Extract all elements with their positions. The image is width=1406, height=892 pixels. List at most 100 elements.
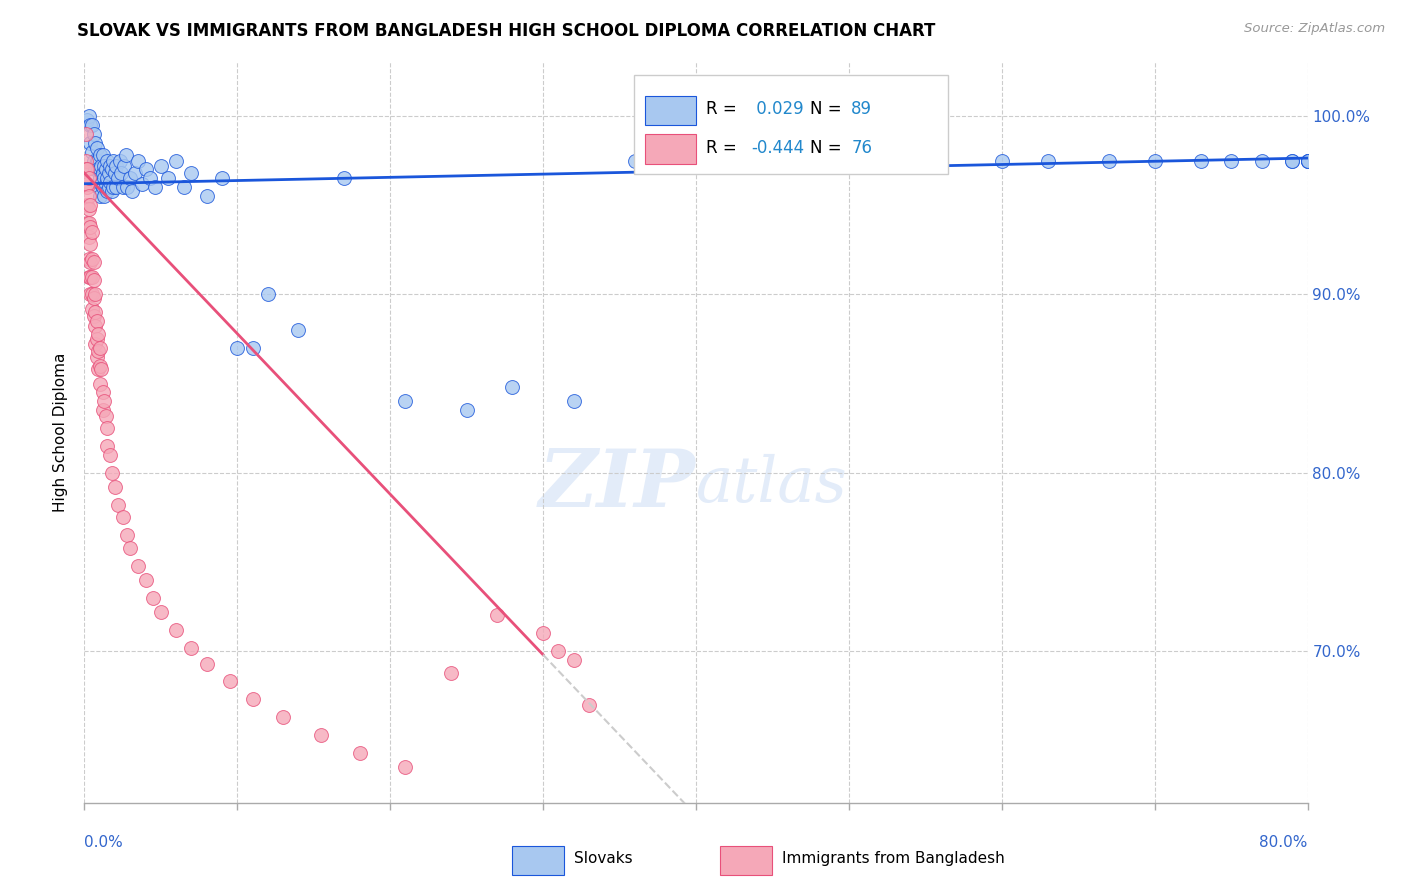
Point [87, 326, 110, 341]
Text: 0.0%: 0.0% [84, 835, 124, 850]
Point [90, 159, 112, 173]
Point [79, 118, 101, 132]
Point [77, 202, 100, 216]
Text: N =: N = [810, 138, 841, 157]
Point [79, 136, 101, 150]
Point [91, 180, 114, 194]
Point [89, 359, 111, 373]
Point [83, 273, 105, 287]
Point [135, 573, 157, 587]
Point [84, 287, 107, 301]
Point [257, 287, 280, 301]
Point [114, 148, 136, 162]
Point [1296, 153, 1319, 168]
Point [89, 171, 111, 186]
Point [105, 180, 128, 194]
Point [96, 439, 118, 453]
Point [80, 301, 103, 316]
Text: ZIP: ZIP [538, 446, 696, 524]
Point [83, 255, 105, 269]
Point [96, 153, 118, 168]
Text: 76: 76 [851, 138, 872, 157]
Point [84, 136, 107, 150]
Point [83, 309, 105, 323]
Point [149, 159, 172, 173]
Point [77, 269, 100, 284]
Point [195, 189, 218, 203]
Point [101, 466, 124, 480]
Point [84, 162, 107, 177]
Point [180, 166, 202, 180]
Point [115, 528, 138, 542]
Point [83, 153, 105, 168]
Point [101, 162, 124, 177]
Point [76, 112, 98, 127]
Y-axis label: High School Diploma: High School Diploma [53, 353, 69, 512]
Point [87, 344, 110, 359]
Point [79, 198, 101, 212]
Point [486, 608, 509, 623]
Point [80, 145, 103, 159]
Point [89, 148, 111, 162]
Point [96, 421, 118, 435]
Text: atlas: atlas [696, 454, 848, 516]
Point [91, 148, 114, 162]
Point [165, 153, 187, 168]
Point [111, 180, 134, 194]
Point [93, 394, 115, 409]
Point [120, 541, 142, 555]
Point [531, 626, 554, 640]
Point [103, 153, 125, 168]
Point [311, 728, 333, 742]
Point [87, 162, 110, 177]
Point [562, 394, 585, 409]
Point [112, 159, 135, 173]
Point [1296, 153, 1319, 168]
Point [108, 153, 131, 168]
Text: R =: R = [706, 100, 737, 118]
Text: Immigrants from Bangladesh: Immigrants from Bangladesh [782, 851, 1004, 866]
Point [121, 184, 143, 198]
Point [1296, 153, 1319, 168]
Point [1281, 153, 1303, 168]
Point [76, 177, 98, 191]
Point [195, 657, 218, 671]
Point [75, 153, 97, 168]
FancyBboxPatch shape [644, 135, 696, 164]
Point [914, 153, 936, 168]
Point [287, 323, 309, 337]
Point [1143, 153, 1166, 168]
Point [1189, 153, 1212, 168]
Text: -0.444: -0.444 [751, 138, 804, 157]
Point [456, 403, 478, 417]
Point [93, 159, 115, 173]
Text: 0.029: 0.029 [751, 100, 804, 118]
Point [94, 162, 117, 177]
Point [115, 180, 138, 194]
Point [127, 153, 149, 168]
Point [218, 674, 240, 689]
Point [173, 180, 195, 194]
Point [76, 216, 98, 230]
Point [242, 341, 264, 355]
Text: Source: ZipAtlas.com: Source: ZipAtlas.com [1244, 22, 1385, 36]
Point [87, 180, 110, 194]
Point [97, 166, 120, 180]
Point [87, 153, 110, 168]
Point [79, 287, 101, 301]
Point [226, 341, 249, 355]
Point [97, 180, 120, 194]
Point [77, 171, 100, 186]
FancyBboxPatch shape [513, 847, 564, 875]
Point [1296, 153, 1319, 168]
Point [98, 159, 121, 173]
Point [86, 332, 108, 346]
Point [87, 362, 110, 376]
Point [89, 189, 111, 203]
Point [84, 305, 107, 319]
Point [1250, 153, 1272, 168]
Point [80, 269, 103, 284]
Point [103, 180, 125, 194]
Point [94, 177, 117, 191]
Point [84, 337, 107, 351]
